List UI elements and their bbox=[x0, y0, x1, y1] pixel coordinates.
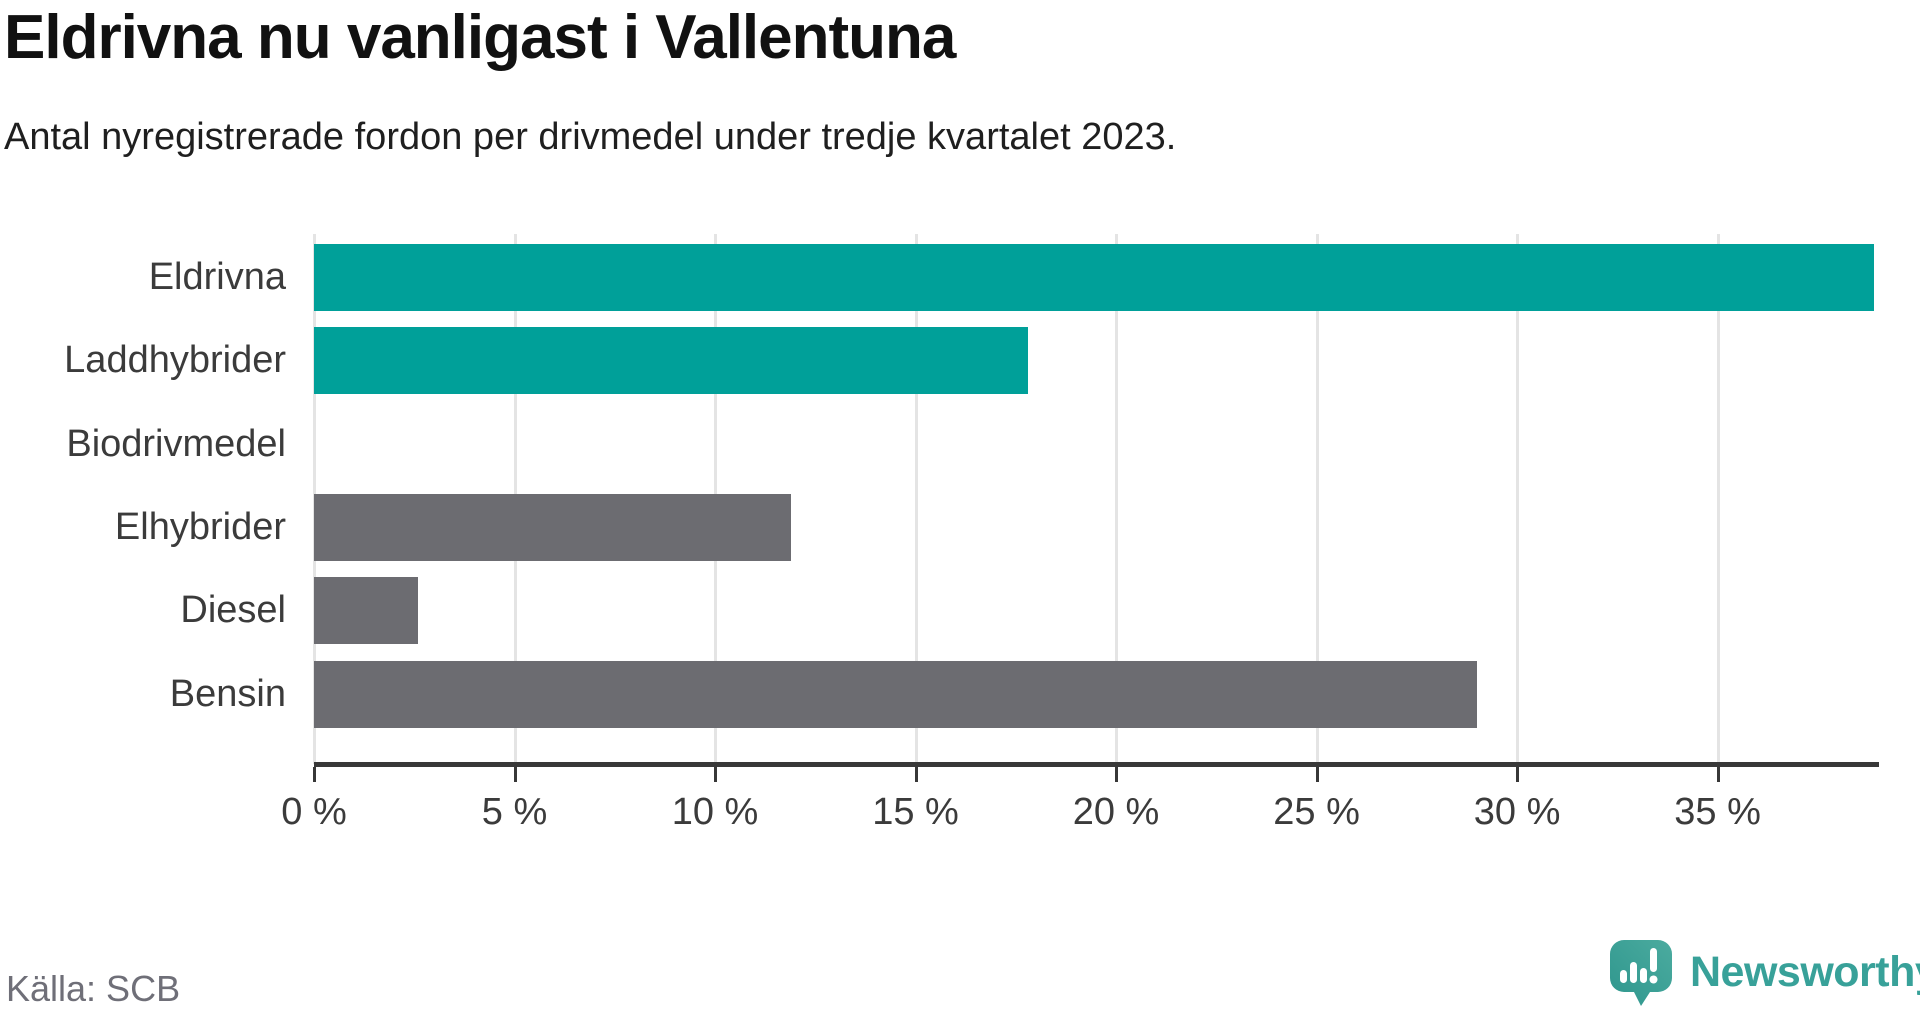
gridline-15 bbox=[914, 234, 918, 764]
gridline-25 bbox=[1315, 234, 1319, 764]
tick-mark-30 bbox=[1516, 767, 1520, 782]
tick-label-5: 5 % bbox=[481, 791, 548, 833]
category-axis: Eldrivna Laddhybrider Biodrivmedel Elhybrid… bbox=[0, 234, 286, 764]
category-label-eldrivna: Eldrivna bbox=[148, 256, 286, 298]
newsworthy-brand[interactable]: Newsworthy bbox=[1608, 938, 1920, 1006]
tick-label-15: 15 % bbox=[872, 791, 959, 833]
x-axis-line bbox=[314, 762, 1879, 767]
tick-mark-0 bbox=[313, 767, 316, 782]
category-label-biodrivmedel: Biodrivmedel bbox=[66, 422, 286, 465]
tick-mark-15 bbox=[914, 767, 918, 782]
tick-mark-25 bbox=[1315, 767, 1319, 782]
source-note: Källa: SCB bbox=[6, 968, 181, 1009]
plot-area bbox=[313, 234, 1878, 764]
tick-label-35: 35 % bbox=[1674, 791, 1761, 833]
category-label-laddhybrider: Laddhybrider bbox=[64, 339, 286, 382]
newsworthy-brand-text: Newsworthy bbox=[1690, 947, 1920, 996]
tick-mark-5 bbox=[513, 767, 517, 782]
tick-mark-20 bbox=[1115, 767, 1119, 782]
x-axis: 0 % 5 % 10 % 15 % 20 % 25 % 30 % 35 % bbox=[281, 767, 1879, 837]
tick-label-30: 30 % bbox=[1473, 791, 1561, 833]
category-label-bensin: Bensin bbox=[169, 672, 286, 715]
gridline-30 bbox=[1516, 234, 1520, 764]
tick-label-0: 0 % bbox=[281, 791, 347, 833]
category-label-elhybrider: Elhybrider bbox=[114, 505, 286, 548]
tick-mark-10 bbox=[714, 767, 718, 782]
category-label-diesel: Diesel bbox=[180, 589, 286, 632]
tick-mark-35 bbox=[1716, 767, 1720, 782]
bar-laddhybrider bbox=[314, 327, 1028, 395]
chart-title: Eldrivna nu vanligast i Vallentuna bbox=[4, 3, 956, 72]
bar-eldrivna bbox=[314, 244, 1874, 311]
tick-label-20: 20 % bbox=[1072, 791, 1160, 833]
tick-label-25: 25 % bbox=[1273, 791, 1360, 833]
gridline-20 bbox=[1115, 234, 1119, 764]
newsworthy-logo-icon bbox=[1610, 940, 1672, 1006]
chart-subtitle: Antal nyregistrerade fordon per drivmede… bbox=[4, 116, 1177, 158]
bar-bensin bbox=[314, 660, 1477, 728]
bar-diesel bbox=[314, 577, 419, 645]
gridline-35 bbox=[1716, 234, 1720, 764]
tick-label-10: 10 % bbox=[671, 791, 759, 833]
bar-elhybrider bbox=[314, 493, 792, 561]
